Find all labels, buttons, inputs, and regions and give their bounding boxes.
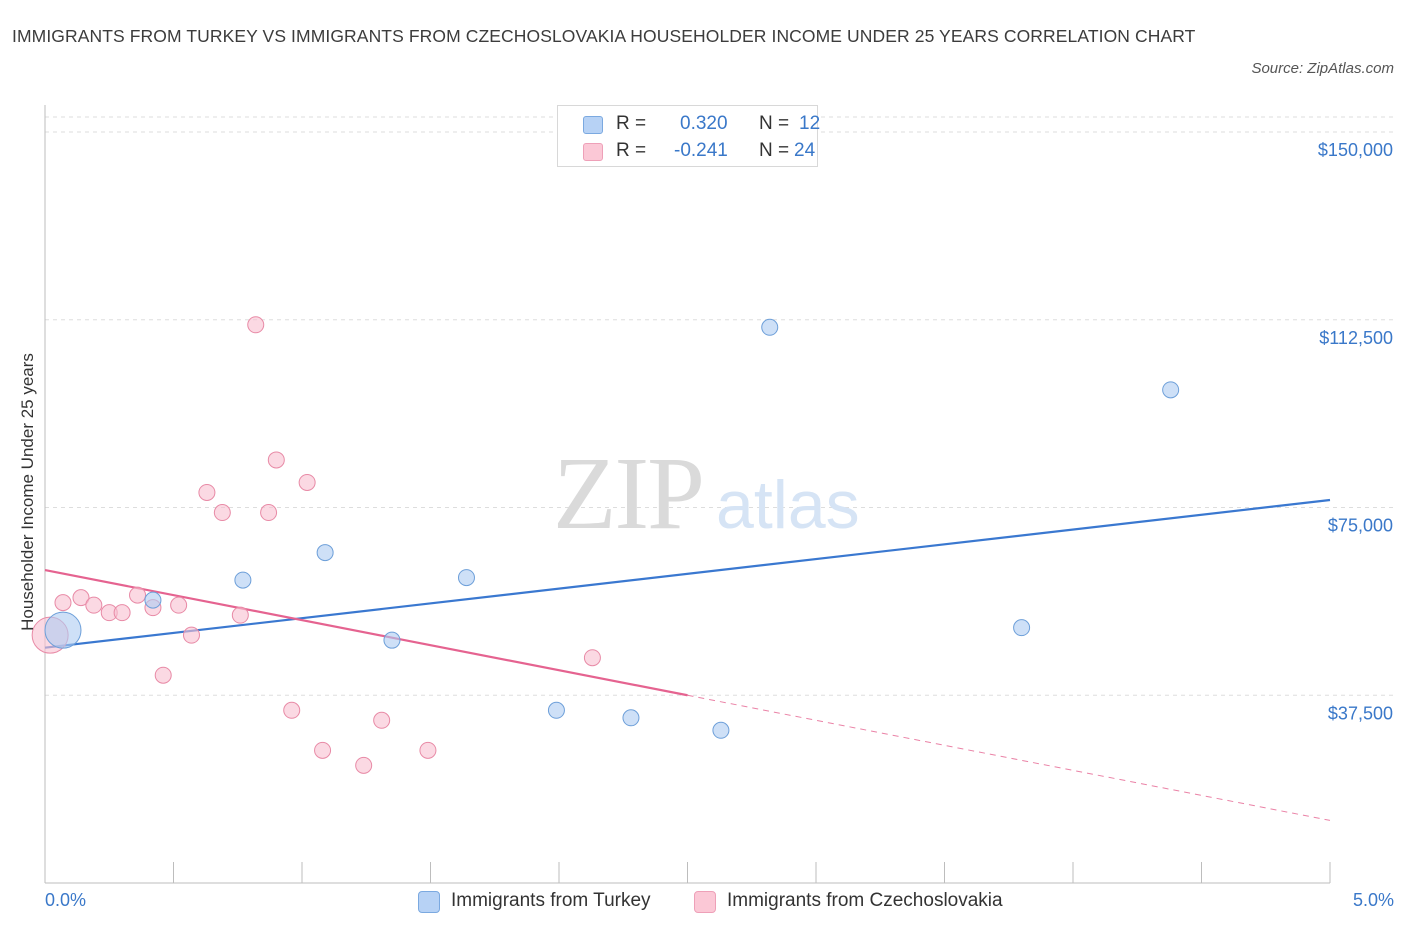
czechoslovakia-point xyxy=(54,594,72,612)
n-label: N = xyxy=(759,113,790,134)
y-tick-label: $75,000 xyxy=(1328,516,1393,536)
turkey-point xyxy=(761,318,779,336)
czechoslovakia-point xyxy=(198,483,216,501)
turkey-point xyxy=(144,591,162,609)
turkey-point xyxy=(234,571,252,589)
turkey-swatch xyxy=(418,891,440,913)
czech-swatch xyxy=(694,891,716,913)
n-label: N = xyxy=(759,140,790,161)
trend-lines xyxy=(44,498,1331,821)
czechoslovakia-point xyxy=(419,741,437,759)
czechoslovakia-point xyxy=(583,649,601,667)
czechoslovakia-point xyxy=(373,711,391,729)
turkey-point xyxy=(622,709,640,727)
watermark-zip: ZIP xyxy=(553,436,703,551)
r-value: 0.320 xyxy=(680,113,728,134)
turkey-point xyxy=(383,631,401,649)
n-value: 12 xyxy=(799,113,821,134)
trend-line-czechoslovakia xyxy=(44,569,688,697)
turkey-point xyxy=(712,721,730,739)
czechoslovakia-point xyxy=(260,504,278,522)
r-value: -0.241 xyxy=(674,140,728,161)
turkey-point xyxy=(44,611,82,649)
czech-swatch xyxy=(583,143,603,161)
y-tick-label: $150,000 xyxy=(1318,140,1393,160)
czechoslovakia-point xyxy=(247,316,265,334)
turkey-point xyxy=(316,544,334,562)
czechoslovakia-point xyxy=(113,604,131,622)
legend-label: Immigrants from Czechoslovakia xyxy=(727,890,1003,911)
chart-source: Source: ZipAtlas.com xyxy=(1251,60,1394,77)
x-tick-max: 5.0% xyxy=(1352,890,1394,910)
stats-legend: R = 0.320 N = 12 R = -0.241 N = 24 xyxy=(557,105,821,167)
czechoslovakia-point xyxy=(72,589,90,607)
turkey-point xyxy=(457,569,475,587)
legend-label: Immigrants from Turkey xyxy=(451,890,651,911)
data-points xyxy=(31,316,1180,774)
watermark-atlas: atlas xyxy=(716,467,860,543)
turkey-point xyxy=(1013,619,1031,637)
turkey-swatch xyxy=(583,116,603,134)
czechoslovakia-point xyxy=(283,701,301,719)
turkey-point xyxy=(547,701,565,719)
czechoslovakia-point xyxy=(213,504,231,522)
turkey-point xyxy=(1162,381,1180,399)
axes xyxy=(44,105,1331,884)
y-tick-label: $112,500 xyxy=(1319,328,1393,348)
trend-line-extension xyxy=(687,694,1331,821)
czechoslovakia-point xyxy=(355,756,373,774)
chart-title: IMMIGRANTS FROM TURKEY VS IMMIGRANTS FRO… xyxy=(12,26,1196,46)
czechoslovakia-point xyxy=(314,741,332,759)
czechoslovakia-point xyxy=(170,596,188,614)
czechoslovakia-point xyxy=(85,596,103,614)
r-label: R = xyxy=(616,140,647,161)
watermark: ZIP atlas xyxy=(553,436,860,551)
y-axis-label: Householder Income Under 25 years xyxy=(18,353,37,631)
czechoslovakia-point xyxy=(231,606,249,624)
series-legend: Immigrants from Turkey Immigrants from C… xyxy=(0,888,1406,916)
czechoslovakia-point xyxy=(267,451,285,469)
czechoslovakia-point xyxy=(154,666,172,684)
n-value: 24 xyxy=(794,140,816,161)
trend-line-turkey xyxy=(44,498,1331,649)
y-tick-labels: $37,500 $75,000 $112,500 $150,000 xyxy=(1318,140,1393,723)
czechoslovakia-point xyxy=(298,473,316,491)
czechoslovakia-point xyxy=(129,586,147,604)
y-tick-label: $37,500 xyxy=(1328,703,1393,723)
x-tick-min: 0.0% xyxy=(45,890,87,910)
czechoslovakia-point xyxy=(182,626,200,644)
r-label: R = xyxy=(616,113,647,134)
